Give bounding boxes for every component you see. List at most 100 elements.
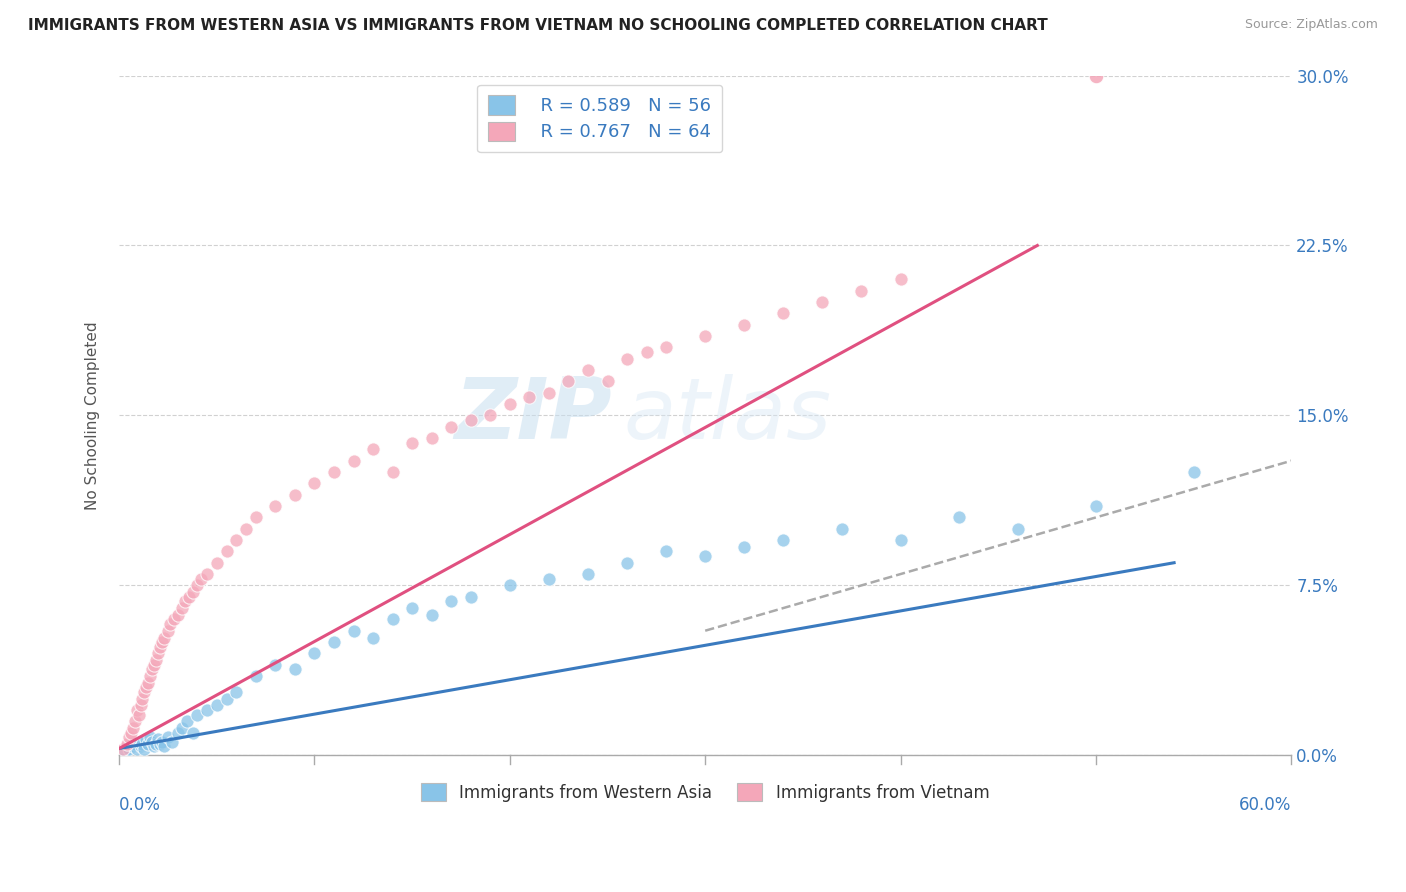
Point	[596, 375, 619, 389]
Point	[166, 607, 188, 622]
Point	[401, 435, 423, 450]
Point	[181, 725, 204, 739]
Point	[125, 741, 148, 756]
Point	[245, 669, 267, 683]
Point	[181, 585, 204, 599]
Point	[159, 616, 181, 631]
Point	[215, 544, 238, 558]
Point	[141, 662, 163, 676]
Point	[205, 556, 228, 570]
Point	[284, 488, 307, 502]
Point	[186, 707, 208, 722]
Text: 0.0%: 0.0%	[120, 797, 160, 814]
Point	[114, 744, 136, 758]
Point	[124, 714, 146, 729]
Point	[135, 732, 157, 747]
Text: atlas: atlas	[623, 374, 831, 457]
Point	[149, 737, 172, 751]
Text: ZIP: ZIP	[454, 374, 612, 457]
Point	[772, 533, 794, 547]
Point	[121, 739, 143, 754]
Point	[323, 465, 346, 479]
Point	[134, 741, 156, 756]
Point	[163, 612, 186, 626]
Point	[150, 735, 173, 749]
Point	[381, 465, 404, 479]
Point	[170, 601, 193, 615]
Point	[557, 375, 579, 389]
Point	[149, 640, 172, 654]
Point	[655, 544, 678, 558]
Point	[143, 739, 166, 754]
Point	[186, 578, 208, 592]
Point	[460, 413, 482, 427]
Point	[479, 409, 502, 423]
Point	[131, 691, 153, 706]
Point	[118, 730, 141, 744]
Text: 60.0%: 60.0%	[1239, 797, 1291, 814]
Point	[695, 329, 717, 343]
Point	[111, 741, 134, 756]
Legend: Immigrants from Western Asia, Immigrants from Vietnam: Immigrants from Western Asia, Immigrants…	[415, 776, 995, 808]
Point	[304, 646, 326, 660]
Point	[264, 499, 287, 513]
Point	[517, 390, 540, 404]
Point	[831, 522, 853, 536]
Point	[851, 284, 873, 298]
Point	[153, 631, 176, 645]
Point	[131, 737, 153, 751]
Point	[124, 737, 146, 751]
Point	[304, 476, 326, 491]
Point	[146, 732, 169, 747]
Point	[135, 681, 157, 695]
Point	[948, 510, 970, 524]
Y-axis label: No Schooling Completed: No Schooling Completed	[86, 321, 100, 509]
Point	[145, 653, 167, 667]
Point	[176, 714, 198, 729]
Point	[655, 341, 678, 355]
Point	[139, 669, 162, 683]
Point	[195, 703, 218, 717]
Point	[460, 590, 482, 604]
Point	[179, 590, 201, 604]
Point	[420, 431, 443, 445]
Point	[1007, 522, 1029, 536]
Point	[401, 601, 423, 615]
Point	[205, 698, 228, 713]
Point	[174, 594, 197, 608]
Point	[733, 540, 755, 554]
Point	[616, 351, 638, 366]
Point	[440, 594, 463, 608]
Point	[499, 578, 522, 592]
Point	[118, 741, 141, 756]
Point	[323, 635, 346, 649]
Point	[576, 363, 599, 377]
Point	[153, 739, 176, 754]
Point	[128, 735, 150, 749]
Point	[420, 607, 443, 622]
Point	[190, 572, 212, 586]
Point	[139, 730, 162, 744]
Point	[890, 533, 912, 547]
Point	[440, 419, 463, 434]
Point	[695, 549, 717, 563]
Point	[120, 725, 142, 739]
Point	[616, 556, 638, 570]
Point	[141, 735, 163, 749]
Point	[499, 397, 522, 411]
Point	[134, 685, 156, 699]
Point	[225, 685, 247, 699]
Point	[1084, 69, 1107, 83]
Point	[129, 739, 152, 754]
Point	[1084, 499, 1107, 513]
Point	[342, 624, 364, 638]
Point	[381, 612, 404, 626]
Text: Source: ZipAtlas.com: Source: ZipAtlas.com	[1244, 18, 1378, 31]
Point	[284, 662, 307, 676]
Point	[576, 567, 599, 582]
Point	[361, 442, 384, 457]
Point	[264, 657, 287, 672]
Point	[138, 676, 160, 690]
Point	[636, 345, 658, 359]
Point	[215, 691, 238, 706]
